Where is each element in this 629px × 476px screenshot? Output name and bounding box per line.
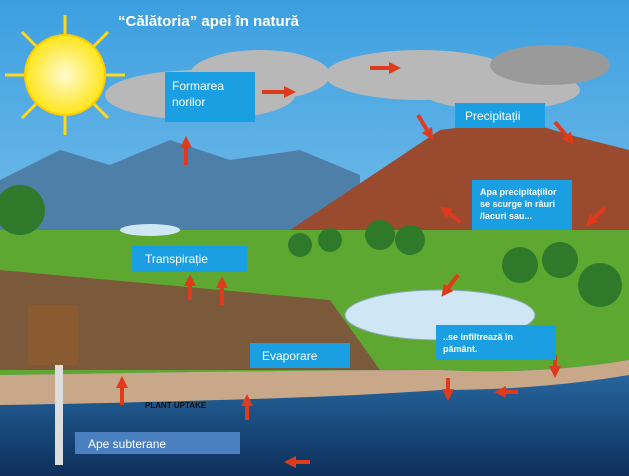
label: Transpirație (145, 252, 208, 266)
annotation: PLANT UPTAKE (145, 401, 207, 410)
label-line: pământ. (443, 344, 478, 354)
label-box (436, 325, 556, 360)
label-line: Apa precipitațiilor (480, 187, 557, 197)
house (28, 305, 78, 365)
label-line: /lacuri sau... (480, 211, 532, 221)
label-line: se scurge în râuri (480, 199, 555, 209)
well (55, 365, 63, 465)
water-cycle-diagram: “Călătoria” apei în natură Formarea noril… (0, 0, 629, 476)
title: “Călătoria” apei în natură (118, 13, 300, 30)
far-mountains (0, 140, 360, 230)
label: Evaporare (262, 349, 318, 363)
label: Ape subterane (88, 437, 166, 451)
pond (120, 224, 180, 236)
label-line: norilor (172, 95, 205, 109)
sun (5, 15, 125, 135)
label-line: ..se infiltrează în (443, 332, 513, 342)
label-line: Formarea (172, 79, 224, 93)
label: Precipitații (465, 109, 520, 123)
